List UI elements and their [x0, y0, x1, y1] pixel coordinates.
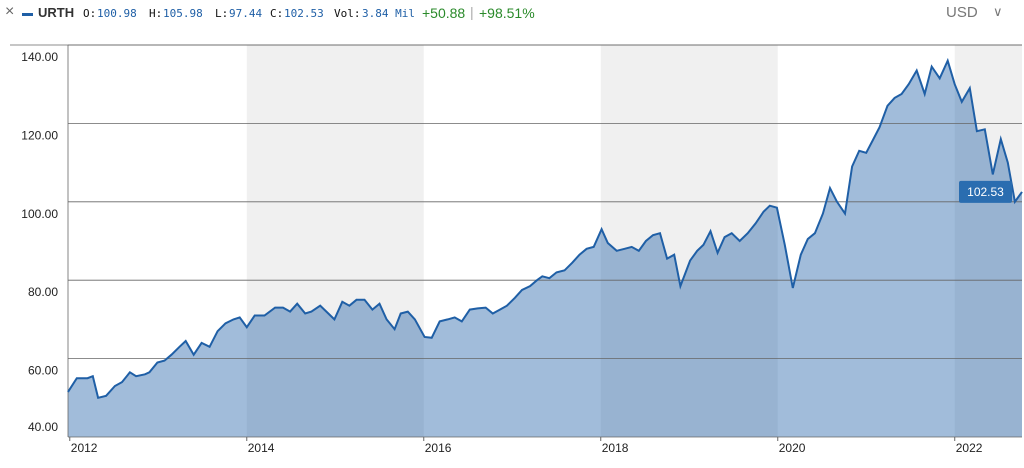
header: × URTH O: 100.98 H: 105.98 L: 97.44 C: 1…	[0, 0, 1024, 30]
y-tick-label: 80.00	[28, 285, 58, 299]
separator: |	[470, 4, 474, 20]
stat-value: 97.44	[229, 7, 263, 20]
stat-value: 102.53	[284, 7, 324, 20]
shaded-band	[246, 45, 424, 437]
stat-value: 100.98	[97, 7, 137, 20]
stat-label: C:	[270, 7, 284, 20]
stat-label: H:	[149, 7, 163, 20]
y-tick-label: 40.00	[28, 420, 58, 434]
x-tick-label: 2016	[425, 441, 452, 455]
y-tick-label: 140.00	[21, 50, 58, 64]
shaded-band	[954, 45, 1022, 437]
close-icon[interactable]: ×	[5, 3, 15, 20]
x-tick-label: 2014	[248, 441, 275, 455]
x-tick-label: 2022	[956, 441, 983, 455]
stat-value: 3.84 Mil	[362, 7, 415, 20]
change: +50.88	[422, 5, 466, 21]
legend-swatch	[22, 13, 33, 16]
area	[68, 60, 1022, 437]
shaded-band	[600, 45, 778, 437]
x-tick-label: 2020	[779, 441, 806, 455]
y-tick-label: 120.00	[21, 128, 58, 142]
y-tick-label: 100.00	[21, 207, 58, 221]
last-value-label: 102.53	[967, 185, 1004, 199]
dropdown-arrow[interactable]: ∨	[993, 4, 1003, 19]
stat-label: Vol:	[334, 7, 361, 20]
stat-label: O:	[83, 7, 97, 20]
x-tick-label: 2012	[71, 441, 98, 455]
stat-label: L:	[215, 7, 229, 20]
y-tick-label: 60.00	[28, 364, 58, 378]
last-value-badge	[959, 180, 1012, 203]
change-percent: +98.51%	[479, 5, 535, 21]
currency-select[interactable]: USD	[946, 4, 978, 21]
stat-value: 105.98	[163, 7, 203, 20]
line	[67, 57, 1023, 400]
x-tick-label: 2018	[602, 441, 629, 455]
symbol: URTH	[38, 5, 75, 20]
